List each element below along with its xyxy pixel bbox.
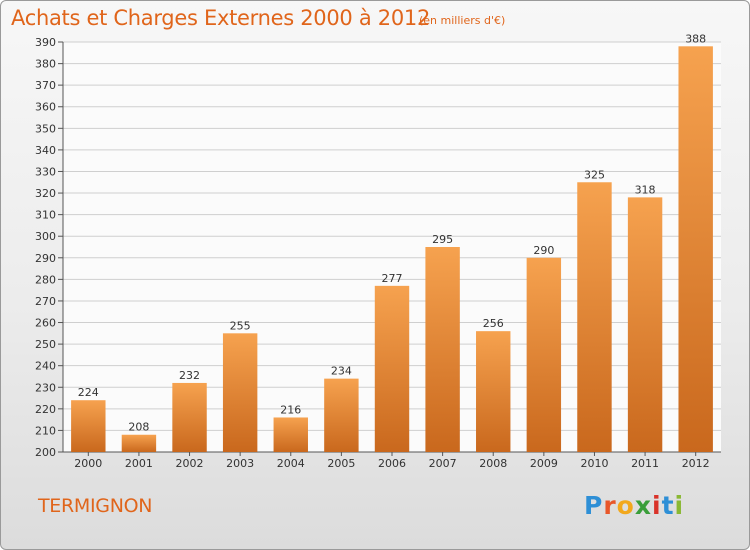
logo-letter: r [603, 491, 617, 520]
x-tick-label: 2003 [226, 457, 254, 470]
bar-value-label: 388 [685, 32, 706, 45]
y-tick-label: 310 [35, 209, 56, 222]
bar [324, 378, 359, 452]
x-tick-label: 2004 [277, 457, 305, 470]
y-tick-label: 300 [35, 230, 56, 243]
x-tick-label: 2012 [682, 457, 710, 470]
bar-value-label: 224 [78, 386, 99, 399]
y-tick-label: 260 [35, 317, 56, 330]
logo-letter: i [674, 491, 685, 520]
commune-name: TERMIGNON [38, 495, 153, 517]
bar-value-label: 255 [230, 319, 251, 332]
y-tick-label: 240 [35, 360, 56, 373]
bar-value-label: 295 [432, 233, 453, 246]
logo-letter: P [584, 491, 604, 520]
chart-unit: (en milliers d'€) [419, 14, 506, 27]
x-tick-label: 2000 [74, 457, 102, 470]
y-tick-label: 200 [35, 446, 56, 459]
x-tick-label: 2008 [479, 457, 507, 470]
logo-letter: i [652, 491, 662, 520]
y-tick-label: 280 [35, 273, 56, 286]
bar [526, 257, 562, 452]
y-tick-label: 330 [35, 165, 56, 178]
y-tick-label: 290 [35, 252, 56, 265]
bar [71, 400, 106, 452]
x-tick-label: 2011 [631, 457, 659, 470]
y-tick-label: 230 [35, 381, 56, 394]
bar-value-label: 318 [635, 183, 656, 196]
y-tick-label: 390 [35, 36, 56, 49]
bar [172, 382, 207, 452]
x-tick-label: 2002 [176, 457, 204, 470]
bar [627, 197, 663, 452]
x-tick-label: 2006 [378, 457, 406, 470]
x-tick-label: 2007 [429, 457, 457, 470]
y-tick-label: 270 [35, 295, 56, 308]
proxiti-logo: Proxiti [584, 491, 684, 520]
bar [678, 46, 713, 452]
y-tick-label: 220 [35, 403, 56, 416]
chart-title: Achats et Charges Externes 2000 à 2012 [11, 6, 431, 30]
bar [577, 182, 612, 452]
y-tick-label: 250 [35, 338, 56, 351]
bar-value-label: 277 [382, 272, 403, 285]
bar [121, 434, 157, 452]
bar-value-label: 216 [280, 403, 301, 416]
y-tick-label: 350 [35, 122, 56, 135]
bar-value-label: 232 [179, 369, 200, 382]
bar [374, 285, 410, 452]
x-tick-label: 2009 [530, 457, 558, 470]
bar-value-label: 325 [584, 168, 605, 181]
bar [273, 417, 308, 452]
y-tick-label: 380 [35, 58, 56, 71]
bar [222, 333, 258, 452]
y-tick-label: 320 [35, 187, 56, 200]
bar-value-label: 290 [533, 244, 554, 257]
bar-value-label: 208 [128, 421, 149, 434]
logo-letter: x [634, 491, 652, 520]
logo-letter: o [616, 491, 635, 520]
y-tick-label: 370 [35, 79, 56, 92]
logo-letter: t [661, 491, 675, 520]
bar [425, 247, 460, 452]
y-tick-label: 360 [35, 101, 56, 114]
x-tick-label: 2010 [580, 457, 608, 470]
bar-value-label: 256 [483, 317, 504, 330]
bar [476, 331, 511, 452]
bar-value-label: 234 [331, 365, 352, 378]
y-tick-label: 210 [35, 424, 56, 437]
x-tick-label: 2005 [327, 457, 355, 470]
y-tick-label: 340 [35, 144, 56, 157]
x-tick-label: 2001 [125, 457, 153, 470]
